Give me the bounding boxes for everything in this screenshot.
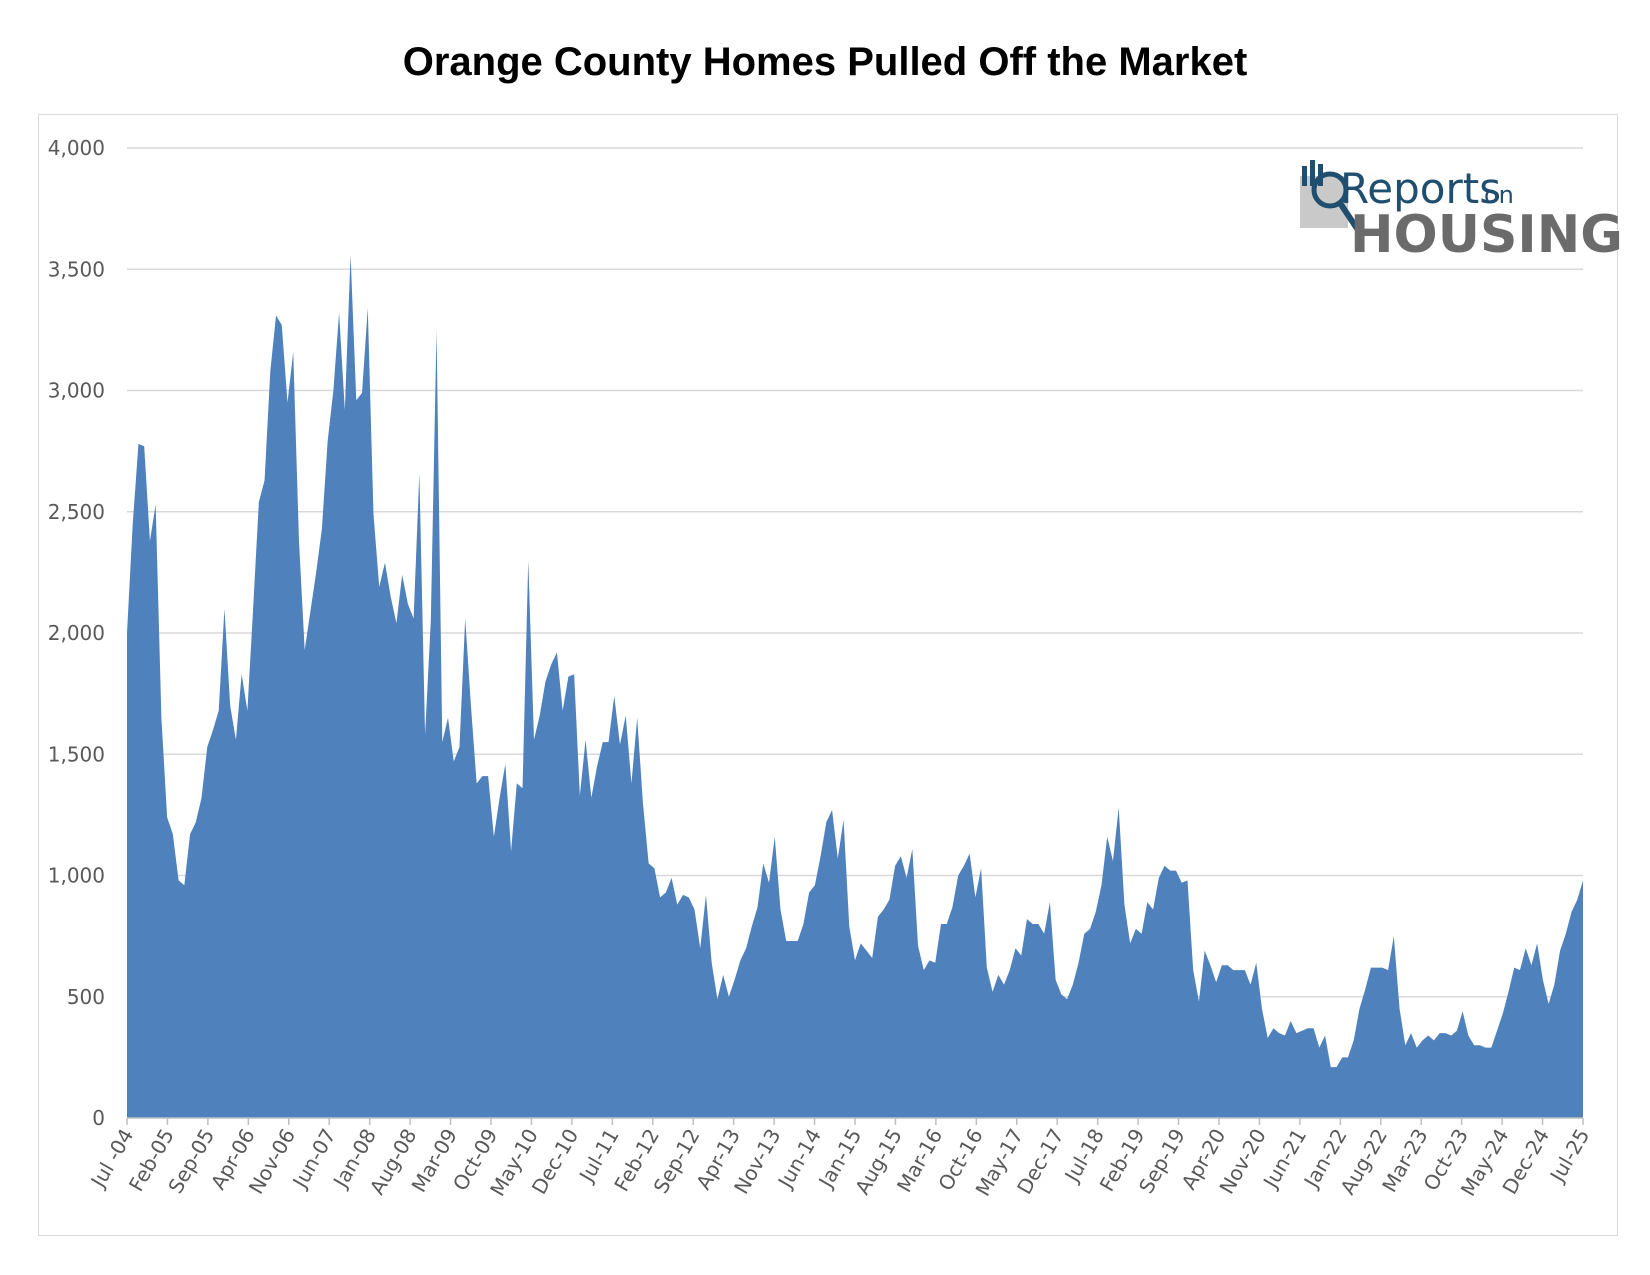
magnifier-icon [1311, 171, 1349, 209]
reports-on-housing-logo: Reports on HOUSING [1300, 160, 1623, 265]
magnifier-handle [1337, 201, 1363, 235]
y-tick-label: 4,000 [48, 136, 105, 160]
logo-bar-1 [1302, 166, 1307, 186]
x-tick-label: Jul-25 [1544, 1125, 1594, 1188]
y-tick-label: 1,000 [48, 864, 105, 888]
logo-word-on: on [1484, 181, 1514, 209]
logo-word-housing: HOUSING [1350, 205, 1623, 265]
y-axis-ticks: 0 500 1,000 1,500 2,000 2,500 3,000 3,500 4,000 [48, 136, 105, 1130]
chart-title: Orange County Homes Pulled Off the Marke… [402, 40, 1248, 84]
y-tick-label: 0 [92, 1106, 105, 1130]
y-tick-label: 1,500 [48, 742, 105, 766]
chart-frame [38, 114, 1618, 1236]
logo-bar-2 [1310, 160, 1315, 186]
area-series [127, 254, 1583, 1118]
logo-word-reports: Reports [1340, 164, 1501, 213]
y-tick-label: 500 [67, 985, 105, 1009]
y-tick-label: 3,500 [48, 257, 105, 281]
y-tick-label: 2,000 [48, 621, 105, 645]
y-tick-label: 3,000 [48, 379, 105, 403]
y-tick-label: 2,500 [48, 500, 105, 524]
x-axis-ticks: Jul -04Feb-05Sep-05Apr-06Nov-06Jun-07Jan… [85, 1118, 1594, 1200]
